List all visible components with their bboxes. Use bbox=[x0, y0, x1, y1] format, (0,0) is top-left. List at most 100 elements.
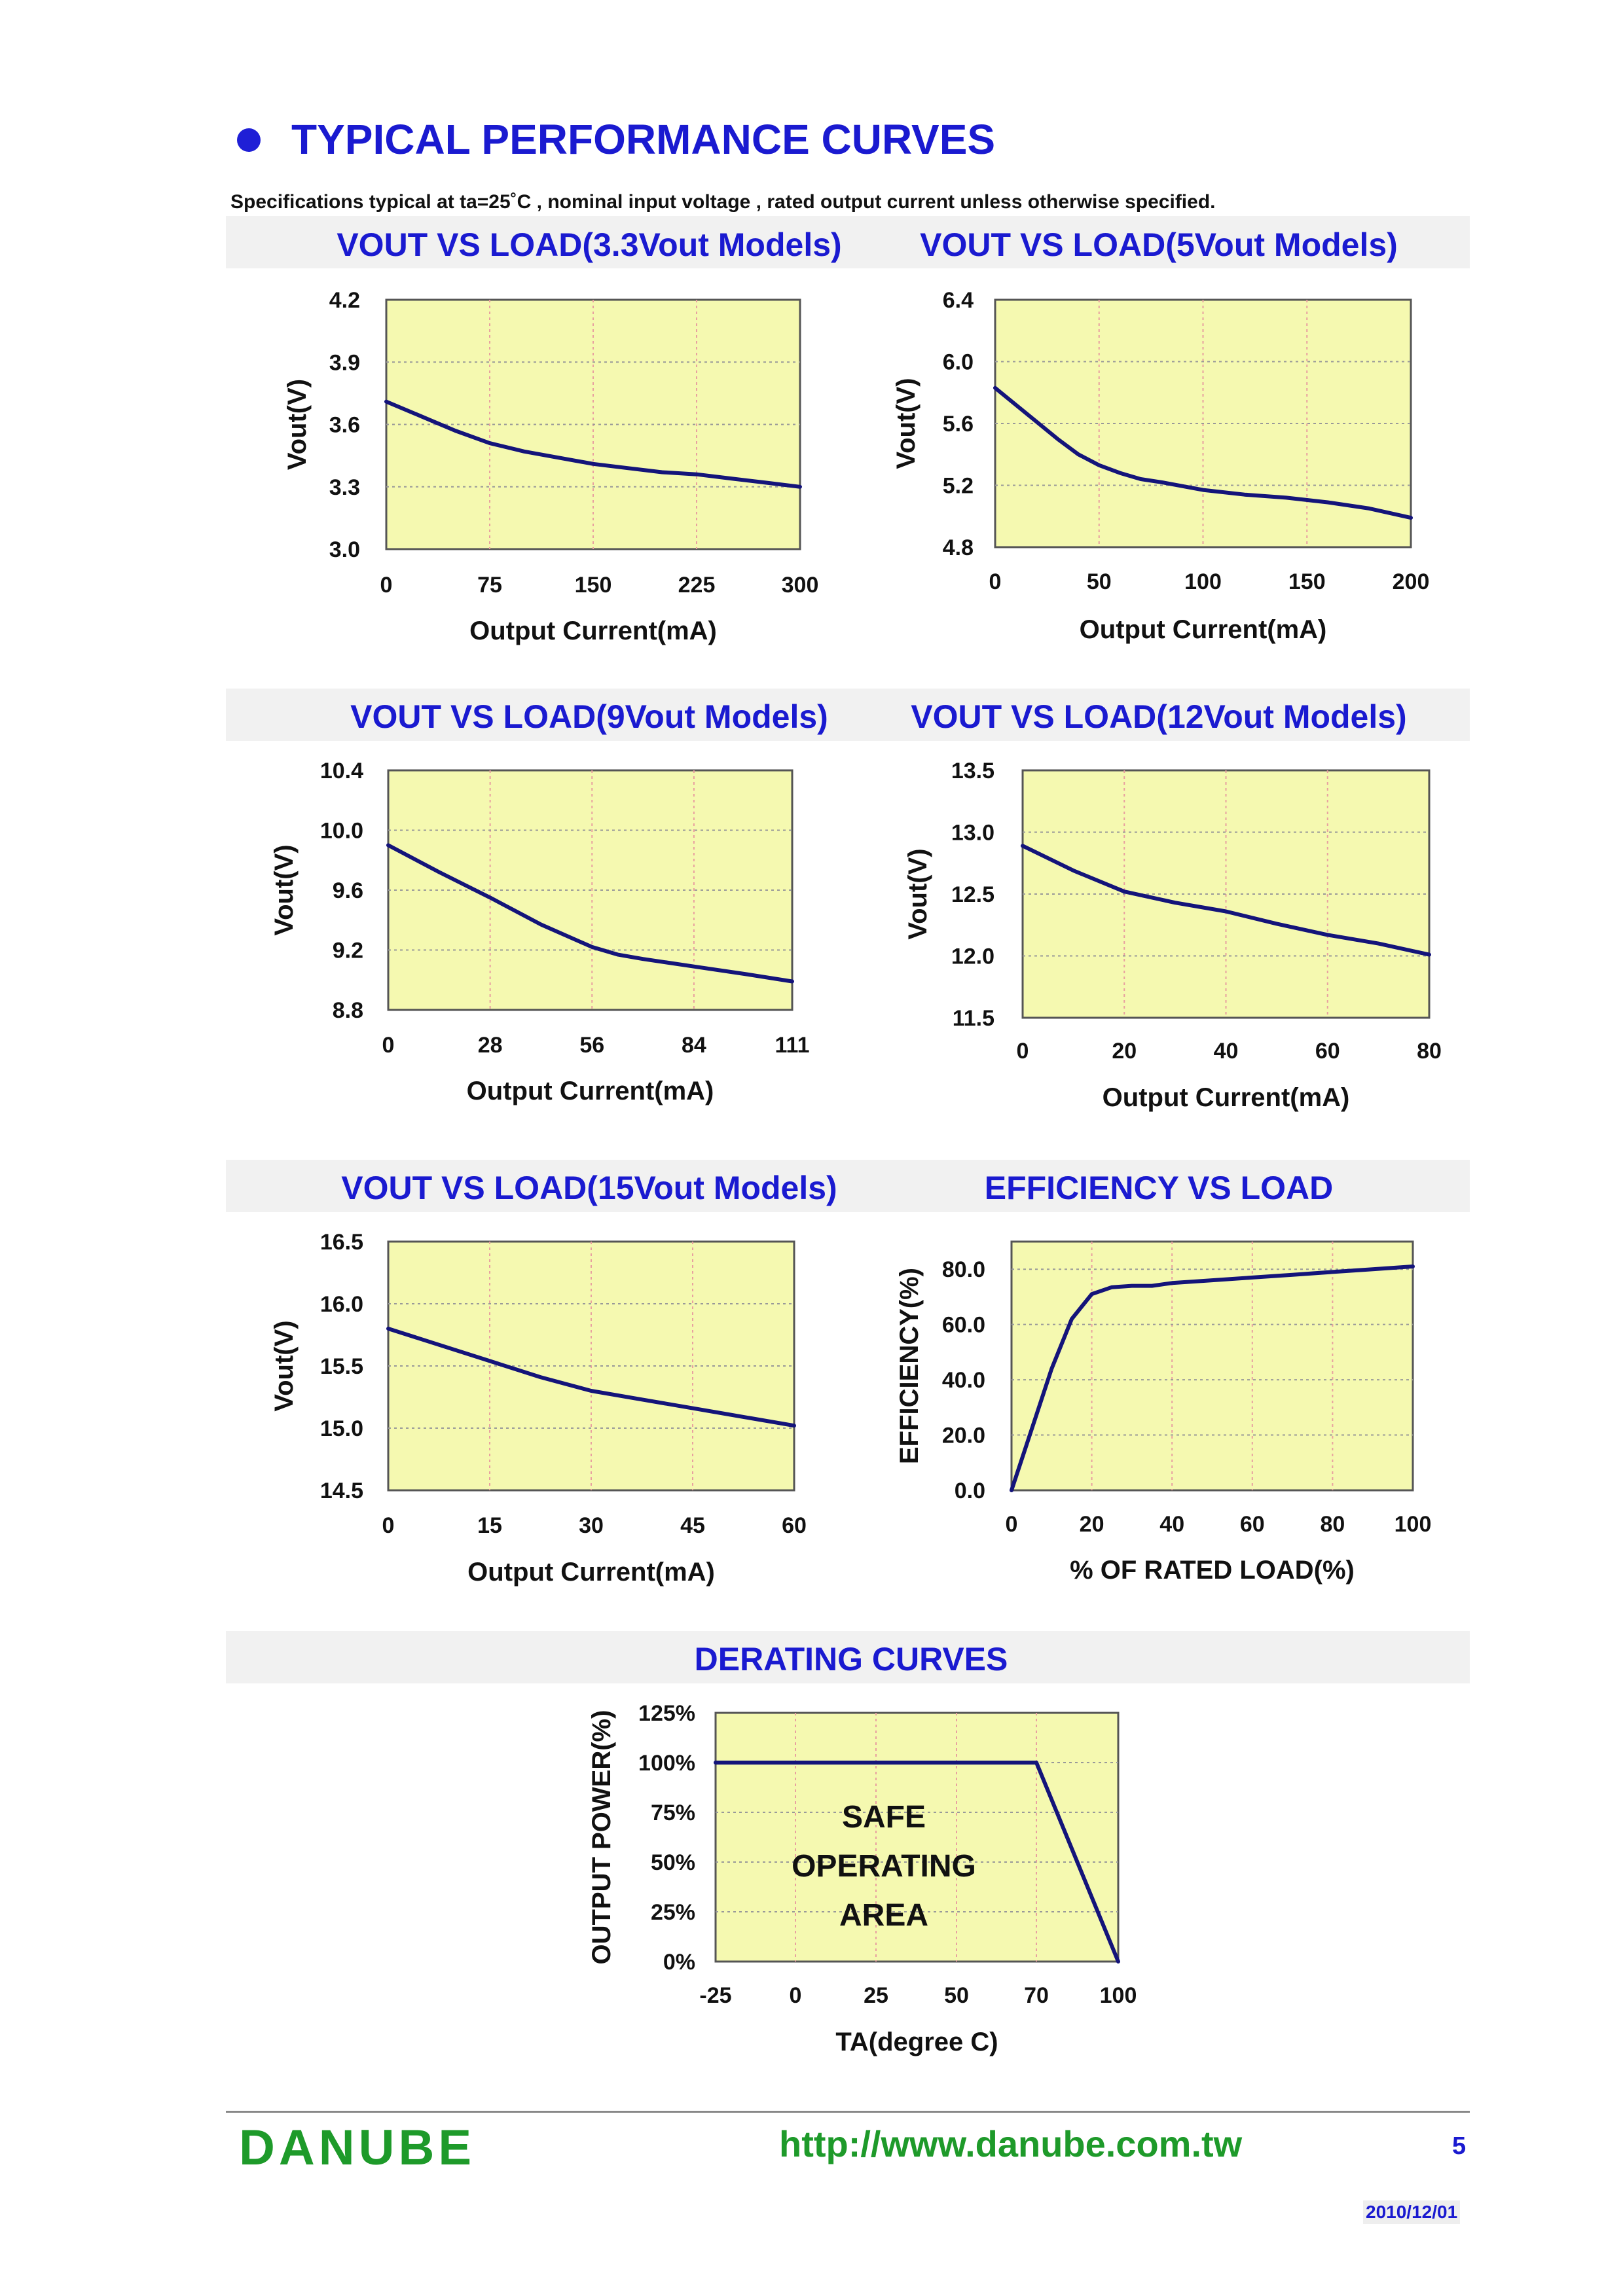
chart-title-5v: VOUT VS LOAD(5Vout Models) bbox=[920, 226, 1398, 263]
c7-annotation-line: SAFE bbox=[842, 1800, 926, 1835]
c6-ytick-label: 40.0 bbox=[942, 1368, 985, 1393]
c6-xtick-label: 100 bbox=[1395, 1512, 1432, 1537]
c1-ytick-label: 3.0 bbox=[329, 537, 360, 562]
website-link[interactable]: http://www.danube.com.tw bbox=[779, 2123, 1243, 2164]
c1-y-axis-label: Vout(V) bbox=[283, 379, 312, 470]
c5-xtick-label: 45 bbox=[680, 1513, 705, 1538]
c7-ytick-label: 25% bbox=[651, 1900, 695, 1925]
c6-xtick-label: 20 bbox=[1080, 1512, 1104, 1537]
c4-ytick-label: 11.5 bbox=[953, 1006, 994, 1031]
c7-x-axis-label: TA(degree C) bbox=[835, 2028, 998, 2056]
c5-ytick-label: 16.0 bbox=[320, 1292, 363, 1317]
c7-xtick-label: 0 bbox=[790, 1983, 802, 2008]
section-bar-4 bbox=[226, 1631, 1470, 1683]
c1-xtick-label: 225 bbox=[678, 573, 716, 598]
section-bar-3 bbox=[226, 1160, 1470, 1212]
c2-ytick-label: 6.0 bbox=[943, 350, 974, 375]
c4-series-line bbox=[1021, 844, 1431, 957]
c4-xtick-label: 40 bbox=[1214, 1039, 1239, 1064]
c5-ytick-label: 15.5 bbox=[320, 1354, 363, 1379]
c7-ytick-label: 125% bbox=[638, 1701, 695, 1726]
c7-y-axis-label: OUTPUT POWER(%) bbox=[587, 1710, 616, 1965]
c6-xtick-label: 0 bbox=[1006, 1512, 1018, 1537]
c3-ytick-label: 9.2 bbox=[333, 939, 363, 963]
c4-ytick-label: 12.5 bbox=[951, 882, 994, 907]
c7-xtick-label: 100 bbox=[1100, 1983, 1137, 2008]
c6-ytick-label: 80.0 bbox=[942, 1257, 985, 1282]
c2-xtick-label: 100 bbox=[1184, 569, 1222, 594]
c7-ytick-label: 100% bbox=[638, 1751, 695, 1776]
c3-xtick-label: 56 bbox=[579, 1033, 604, 1058]
c6-xtick-label: 80 bbox=[1320, 1512, 1345, 1537]
c7-series-line bbox=[714, 1761, 1120, 1964]
c5-y-axis-label: Vout(V) bbox=[270, 1320, 299, 1411]
c1-xtick-label: 75 bbox=[477, 573, 502, 598]
c1-ytick-label: 4.2 bbox=[329, 288, 360, 313]
c6-plot-area bbox=[1010, 1240, 1414, 1492]
c6-ytick-label: 60.0 bbox=[942, 1313, 985, 1338]
c6-xtick-label: 60 bbox=[1240, 1512, 1265, 1537]
chart-title-9v: VOUT VS LOAD(9Vout Models) bbox=[350, 698, 828, 735]
c7-xtick-label: 25 bbox=[864, 1983, 888, 2008]
c4-xtick-label: 0 bbox=[1017, 1039, 1029, 1064]
c7-ytick-label: 75% bbox=[651, 1801, 695, 1825]
c5-xtick-label: 15 bbox=[477, 1513, 502, 1538]
c3-ytick-label: 8.8 bbox=[333, 998, 363, 1023]
c4-x-axis-label: Output Current(mA) bbox=[1103, 1083, 1350, 1112]
c5-x-axis-label: Output Current(mA) bbox=[467, 1558, 715, 1587]
c3-xtick-label: 28 bbox=[478, 1033, 503, 1058]
c5-xtick-label: 0 bbox=[382, 1513, 395, 1538]
spec-note: Specifications typical at ta=25˚C , nomi… bbox=[230, 191, 1216, 213]
c1-xtick-label: 150 bbox=[575, 573, 612, 598]
c7-xtick-label: -25 bbox=[699, 1983, 731, 2008]
c1-ytick-label: 3.3 bbox=[329, 475, 360, 500]
c5-series-line bbox=[386, 1327, 796, 1428]
c2-ytick-label: 5.2 bbox=[943, 474, 974, 499]
c2-xtick-label: 50 bbox=[1087, 569, 1112, 594]
c1-ytick-label: 3.9 bbox=[329, 350, 360, 375]
c4-y-axis-label: Vout(V) bbox=[903, 848, 932, 939]
c7-annotation-line: AREA bbox=[839, 1898, 928, 1933]
chart-title-15v: VOUT VS LOAD(15Vout Models) bbox=[341, 1170, 837, 1206]
c4-xtick-label: 80 bbox=[1417, 1039, 1442, 1064]
c7-plot-area bbox=[714, 1712, 1120, 1963]
c6-ytick-label: 20.0 bbox=[942, 1424, 985, 1448]
c3-xtick-label: 0 bbox=[382, 1033, 395, 1058]
c2-xtick-label: 200 bbox=[1393, 569, 1430, 594]
c3-y-axis-label: Vout(V) bbox=[270, 844, 299, 935]
c3-series-line bbox=[386, 843, 794, 984]
c3-xtick-label: 111 bbox=[775, 1033, 810, 1058]
chart-title-efficiency: EFFICIENCY VS LOAD bbox=[984, 1170, 1334, 1206]
c1-xtick-label: 0 bbox=[380, 573, 393, 598]
c2-ytick-label: 6.4 bbox=[943, 288, 974, 313]
c2-series-line bbox=[993, 386, 1413, 520]
c3-ytick-label: 10.4 bbox=[320, 759, 363, 783]
c3-x-axis-label: Output Current(mA) bbox=[467, 1077, 714, 1105]
c2-y-axis-label: Vout(V) bbox=[892, 378, 921, 469]
c2-xtick-label: 150 bbox=[1288, 569, 1326, 594]
c5-ytick-label: 16.5 bbox=[320, 1230, 363, 1255]
chart-title-3v3: VOUT VS LOAD(3.3Vout Models) bbox=[337, 226, 842, 263]
brand-logo: DANUBE bbox=[239, 2120, 476, 2176]
c6-x-axis-label: % OF RATED LOAD(%) bbox=[1070, 1556, 1355, 1585]
c6-xtick-label: 40 bbox=[1159, 1512, 1184, 1537]
c2-ytick-label: 5.6 bbox=[943, 412, 974, 437]
c3-xtick-label: 84 bbox=[682, 1033, 706, 1058]
c4-xtick-label: 60 bbox=[1315, 1039, 1340, 1064]
page-title: TYPICAL PERFORMANCE CURVES bbox=[291, 116, 996, 163]
chart-title-derating: DERATING CURVES bbox=[694, 1641, 1008, 1677]
section-bar-2 bbox=[226, 689, 1470, 741]
title-bullet bbox=[237, 128, 261, 152]
c3-ytick-label: 10.0 bbox=[320, 819, 363, 844]
c4-ytick-label: 13.5 bbox=[951, 759, 994, 783]
c2-xtick-label: 0 bbox=[989, 569, 1002, 594]
c3-ytick-label: 9.6 bbox=[333, 878, 363, 903]
c5-ytick-label: 14.5 bbox=[320, 1479, 363, 1503]
c4-ytick-label: 12.0 bbox=[951, 944, 994, 969]
c2-ytick-label: 4.8 bbox=[943, 535, 974, 560]
c5-xtick-label: 60 bbox=[782, 1513, 807, 1538]
c6-y-axis-label: EFFICIENCY(%) bbox=[895, 1268, 924, 1464]
revision-date: 2010/12/01 bbox=[1363, 2200, 1461, 2224]
c7-annotation-line: OPERATING bbox=[792, 1849, 976, 1884]
